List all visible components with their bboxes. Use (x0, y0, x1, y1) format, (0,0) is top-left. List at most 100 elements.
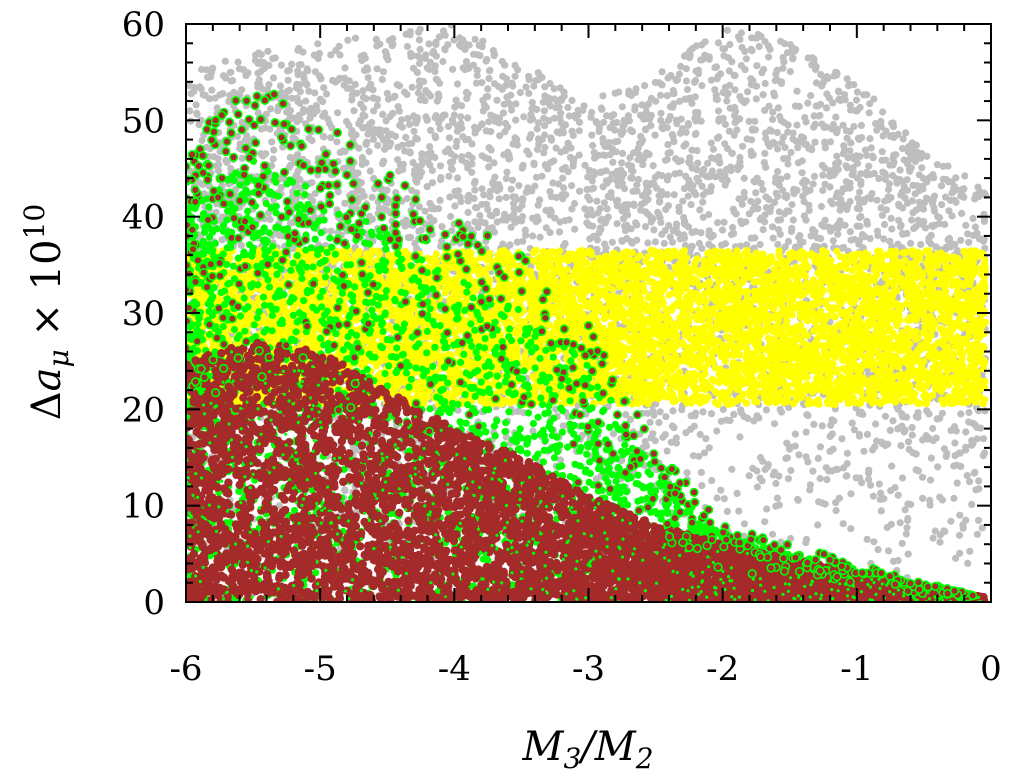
gray-point (639, 137, 646, 144)
gray-point (767, 204, 774, 211)
gray-point (519, 165, 526, 172)
gray-point (477, 218, 484, 225)
gray-point (819, 187, 826, 194)
gray-point (321, 110, 328, 117)
gray-point (777, 175, 784, 182)
gray-point (754, 198, 761, 205)
gray-point (308, 105, 315, 112)
gray-point (300, 106, 307, 113)
gray-point (658, 124, 665, 131)
gray-point (788, 201, 795, 208)
gray-point (508, 80, 515, 87)
gray-point (926, 497, 933, 504)
gray-point (244, 69, 251, 76)
gray-point (757, 241, 764, 248)
gray-point (485, 118, 492, 125)
gray-point (541, 131, 548, 138)
gray-point (730, 206, 737, 213)
gray-point (491, 52, 498, 59)
gray-point (732, 108, 739, 115)
gray-point (765, 103, 772, 110)
gray-point (447, 213, 454, 220)
gray-point (903, 524, 910, 531)
gray-point (546, 188, 553, 195)
gray-point (874, 228, 881, 235)
gray-point (286, 87, 293, 94)
gray-point (866, 100, 873, 107)
gray-point (726, 41, 733, 48)
gray-point (500, 216, 507, 223)
gray-point (970, 232, 977, 239)
gray-point (264, 48, 271, 55)
gray-point (710, 146, 717, 153)
gray-point (775, 226, 782, 233)
gray-point (519, 195, 526, 202)
gray-point (661, 240, 668, 247)
gray-point (667, 113, 674, 120)
gray-point (208, 87, 215, 94)
gray-point (714, 219, 721, 226)
gray-point (609, 171, 616, 178)
gray-point (675, 204, 682, 211)
gray-point (508, 186, 515, 193)
gray-point (827, 422, 834, 429)
gray-point (643, 182, 650, 189)
gray-point (793, 88, 800, 95)
gray-point (489, 212, 496, 219)
gray-point (765, 196, 772, 203)
gray-point (568, 205, 575, 212)
gray-point (879, 108, 886, 115)
gray-point (426, 66, 433, 73)
gray-point (817, 235, 824, 242)
gray-point (823, 124, 830, 131)
gray-point (972, 192, 979, 199)
gray-point (894, 241, 901, 248)
gray-point (399, 124, 406, 131)
gray-point (765, 53, 772, 60)
gray-point (336, 43, 343, 50)
gray-point (584, 173, 591, 180)
gray-point (209, 65, 216, 72)
gray-point (409, 84, 416, 91)
gray-point (494, 218, 501, 225)
gray-point (934, 213, 941, 220)
gray-point (534, 125, 541, 132)
gray-point (917, 241, 924, 248)
gray-point (825, 224, 832, 231)
gray-point (370, 136, 377, 143)
gray-point (925, 235, 932, 242)
gray-point (463, 58, 470, 65)
gray-point (811, 173, 818, 180)
gray-point (295, 45, 302, 52)
gray-point (308, 179, 315, 186)
gray-point (553, 194, 560, 201)
gray-point (471, 187, 478, 194)
gray-point (424, 183, 431, 190)
gray-point (437, 125, 444, 132)
gray-point (751, 178, 758, 185)
gray-point (633, 187, 640, 194)
gray-point (470, 62, 477, 69)
gray-point (748, 235, 755, 242)
gray-point (535, 69, 542, 76)
gray-point (735, 508, 742, 515)
gray-point (487, 128, 494, 135)
gray-point (909, 449, 916, 456)
gray-point (576, 188, 583, 195)
gray-point (904, 160, 911, 167)
gray-point (614, 220, 621, 227)
gray-point (865, 476, 872, 483)
gray-point (911, 153, 918, 160)
gray-point (643, 151, 650, 158)
gray-point (581, 162, 588, 169)
gray-point (744, 135, 751, 142)
gray-point (316, 50, 323, 57)
gray-point (222, 75, 229, 82)
gray-point (529, 232, 536, 239)
gray-point (629, 240, 636, 247)
gray-point (649, 430, 656, 437)
gray-point (748, 81, 755, 88)
gray-point (584, 212, 591, 219)
gray-point (327, 134, 334, 141)
gray-point (288, 61, 295, 68)
